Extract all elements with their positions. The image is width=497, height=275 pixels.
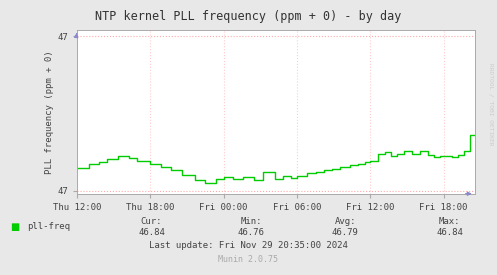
Text: 46.79: 46.79 xyxy=(332,228,359,237)
Text: Last update: Fri Nov 29 20:35:00 2024: Last update: Fri Nov 29 20:35:00 2024 xyxy=(149,241,348,250)
Text: Max:: Max: xyxy=(439,217,461,226)
Text: 46.84: 46.84 xyxy=(138,228,165,237)
Text: 46.84: 46.84 xyxy=(436,228,463,237)
Text: Min:: Min: xyxy=(240,217,262,226)
Text: Munin 2.0.75: Munin 2.0.75 xyxy=(219,255,278,264)
Text: ■: ■ xyxy=(10,222,19,232)
Text: NTP kernel PLL frequency (ppm + 0) - by day: NTP kernel PLL frequency (ppm + 0) - by … xyxy=(95,10,402,23)
Y-axis label: PLL frequency (ppm + 0): PLL frequency (ppm + 0) xyxy=(46,50,55,174)
Text: pll-freq: pll-freq xyxy=(27,222,71,231)
Text: RRDTOOL / TOBI OETIKER: RRDTOOL / TOBI OETIKER xyxy=(489,63,494,146)
Text: 46.76: 46.76 xyxy=(238,228,264,237)
Text: Cur:: Cur: xyxy=(141,217,163,226)
Text: Avg:: Avg: xyxy=(334,217,356,226)
